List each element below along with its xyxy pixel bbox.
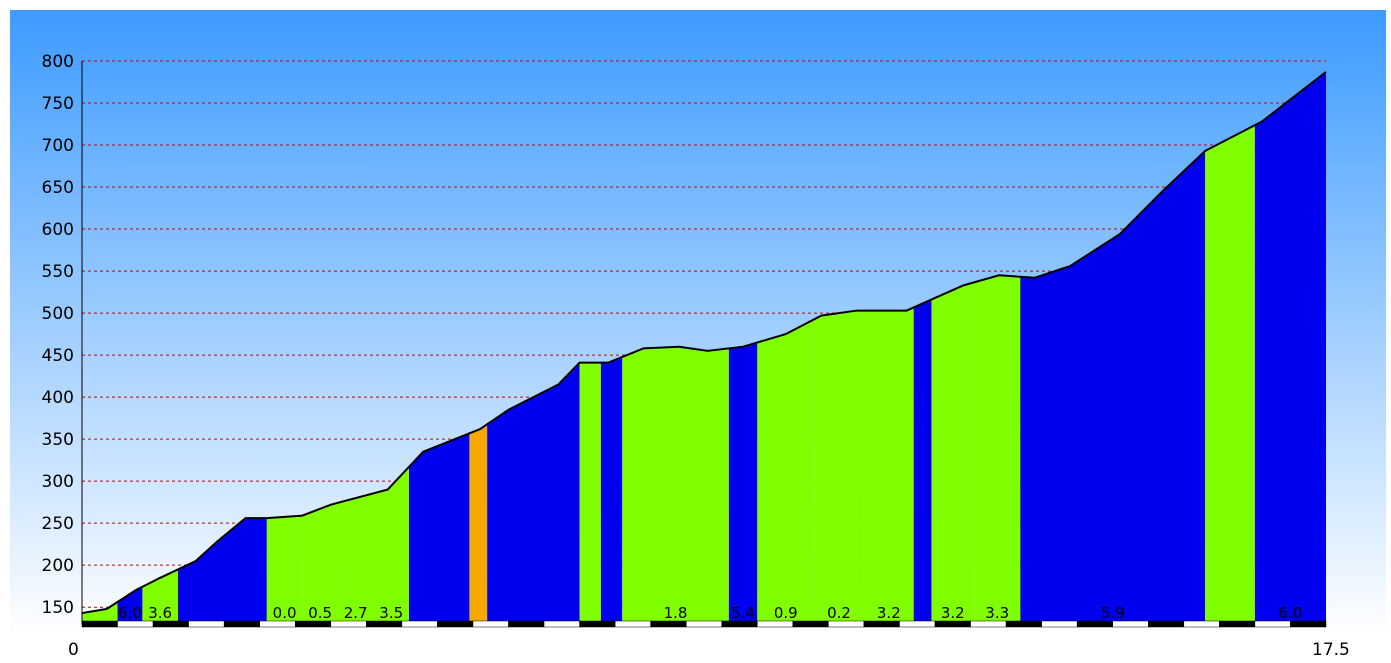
scale-bar-cell (579, 620, 616, 628)
segment-gradient-label: 3.2 (941, 604, 965, 622)
y-axis-tick-label: 300 (42, 472, 74, 492)
y-axis-tick-label: 350 (42, 430, 74, 450)
segment-gradient-label: 3.3 (985, 604, 1009, 622)
y-axis-tick-label: 650 (42, 178, 74, 198)
segment-gradient-label: 3.5 (379, 604, 403, 622)
y-axis-tick-label: 250 (42, 514, 74, 534)
scale-bar-cell (685, 620, 723, 628)
gradient-segment (1254, 71, 1326, 624)
y-axis-ticks: 150 200 250 300 350 400 450 500 550 600 650 700 750 8… (42, 52, 74, 618)
scale-bar-cell (543, 620, 580, 628)
x-axis-tick-label-start: 0 (68, 640, 79, 659)
y-axis-tick-label: 400 (42, 388, 74, 408)
y-axis-tick-label: 800 (42, 52, 74, 72)
segment-gradient-label: 5.9 (1101, 604, 1125, 622)
y-axis-tick-label: 750 (42, 94, 74, 114)
scale-bar-cell (188, 620, 225, 628)
y-axis-tick-label: 450 (42, 346, 74, 366)
scale-bar-cell (1183, 620, 1220, 628)
segment-gradient-label: 1.8 (664, 604, 688, 622)
y-axis-tick-label: 150 (42, 598, 74, 618)
segment-gradient-label: 0.0 (273, 604, 297, 622)
scale-bar-cell (508, 620, 545, 628)
scale-bar-cell (1219, 620, 1256, 628)
segment-gradient-labels: 6.0 3.6 0.0 0.5 2.7 3.5 1.8 5.4 0.9 0.2 3.2 3.2 3.3 5… (118, 604, 1302, 622)
segment-gradient-label: 3.2 (877, 604, 901, 622)
y-axis-tick-label: 550 (42, 262, 74, 282)
scale-bar-cell (1005, 620, 1042, 628)
scale-bar-cell (1041, 620, 1078, 628)
gradient-segment (1205, 71, 1255, 624)
scale-bar-cell (899, 620, 936, 628)
segment-gradient-label: 6.0 (118, 604, 142, 622)
segment-gradient-label: 2.7 (344, 604, 368, 622)
y-axis-tick-label: 500 (42, 304, 74, 324)
y-axis-tick-label: 700 (42, 136, 74, 156)
segment-gradient-label: 0.2 (827, 604, 851, 622)
segment-gradient-label: 5.4 (731, 604, 755, 622)
scale-bar-cell (223, 620, 260, 628)
scale-bar-cell (1148, 620, 1185, 628)
scale-bar-cell (401, 620, 438, 628)
x-axis-tick-label-end: 17.5 (1312, 640, 1350, 659)
scale-bar-cell (472, 620, 509, 628)
scale-bar-cell (1290, 620, 1327, 628)
segment-gradient-label: 6.0 (1279, 604, 1303, 622)
scale-bar-cell (614, 620, 651, 628)
y-axis-tick-label: 600 (42, 220, 74, 240)
scale-bar-cell (792, 620, 829, 628)
scale-bar-cell (437, 620, 474, 628)
segment-gradient-label: 0.9 (774, 604, 798, 622)
segment-gradient-label: 0.5 (308, 604, 332, 622)
distance-scale-bar (81, 620, 1327, 628)
y-axis-tick-label: 200 (42, 556, 74, 576)
scale-bar-cell (81, 620, 118, 628)
elevation-outline (81, 71, 1327, 615)
segment-gradient-label: 3.6 (148, 604, 172, 622)
